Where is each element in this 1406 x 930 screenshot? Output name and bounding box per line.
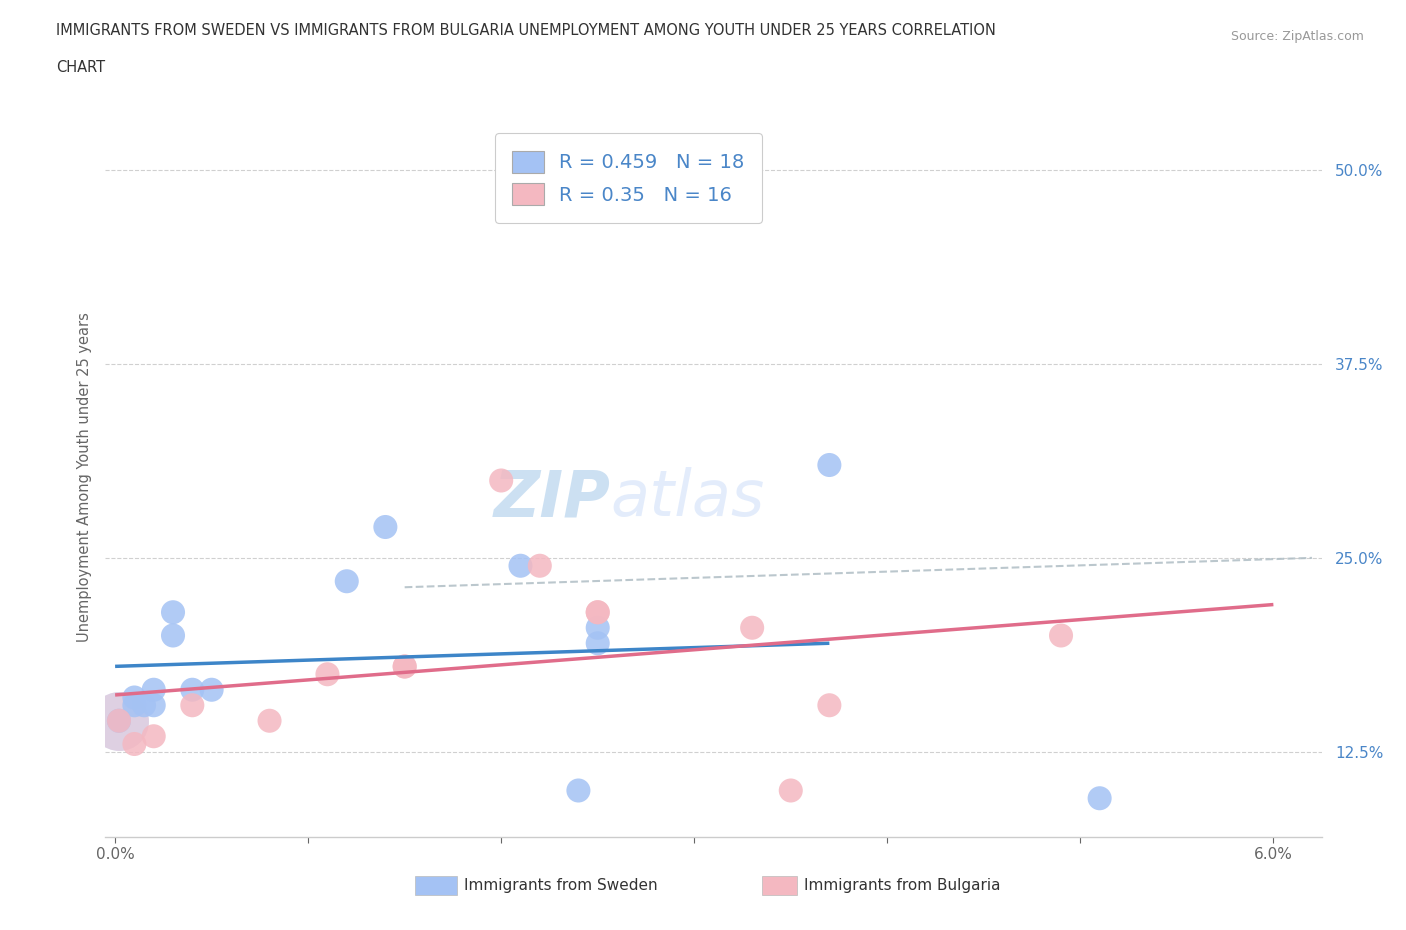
Text: Immigrants from Bulgaria: Immigrants from Bulgaria — [804, 878, 1001, 893]
Point — [124, 698, 146, 712]
Point — [394, 659, 416, 674]
Point — [259, 713, 281, 728]
Text: Immigrants from Sweden: Immigrants from Sweden — [464, 878, 658, 893]
Text: atlas: atlas — [610, 467, 765, 529]
Point — [529, 558, 551, 573]
Legend: R = 0.459   N = 18, R = 0.35   N = 16: R = 0.459 N = 18, R = 0.35 N = 16 — [495, 133, 762, 223]
Point — [124, 690, 146, 705]
Point — [124, 737, 146, 751]
Point — [586, 620, 609, 635]
Point — [374, 520, 396, 535]
Point — [1088, 790, 1111, 805]
Point — [509, 558, 531, 573]
Point — [142, 698, 165, 712]
Point — [201, 683, 224, 698]
Text: IMMIGRANTS FROM SWEDEN VS IMMIGRANTS FROM BULGARIA UNEMPLOYMENT AMONG YOUTH UNDE: IMMIGRANTS FROM SWEDEN VS IMMIGRANTS FRO… — [56, 23, 995, 38]
Point — [567, 783, 589, 798]
Point — [108, 713, 131, 728]
Point — [162, 628, 184, 643]
Point — [142, 683, 165, 698]
Text: Source: ZipAtlas.com: Source: ZipAtlas.com — [1230, 30, 1364, 43]
Point — [181, 698, 204, 712]
Point — [142, 729, 165, 744]
Text: CHART: CHART — [56, 60, 105, 75]
Point — [316, 667, 339, 682]
Point — [108, 713, 131, 728]
Point — [108, 713, 131, 728]
Point — [162, 604, 184, 619]
Point — [394, 659, 416, 674]
Point — [489, 473, 512, 488]
Text: ZIP: ZIP — [494, 467, 610, 529]
Point — [108, 713, 131, 728]
Point — [181, 683, 204, 698]
Point — [818, 698, 841, 712]
Y-axis label: Unemployment Among Youth under 25 years: Unemployment Among Youth under 25 years — [76, 312, 91, 642]
Point — [586, 604, 609, 619]
Point — [818, 458, 841, 472]
Point — [779, 783, 801, 798]
Point — [586, 604, 609, 619]
Point — [1050, 628, 1073, 643]
Point — [132, 698, 155, 712]
Point — [741, 620, 763, 635]
Point — [586, 636, 609, 651]
Point — [336, 574, 359, 589]
